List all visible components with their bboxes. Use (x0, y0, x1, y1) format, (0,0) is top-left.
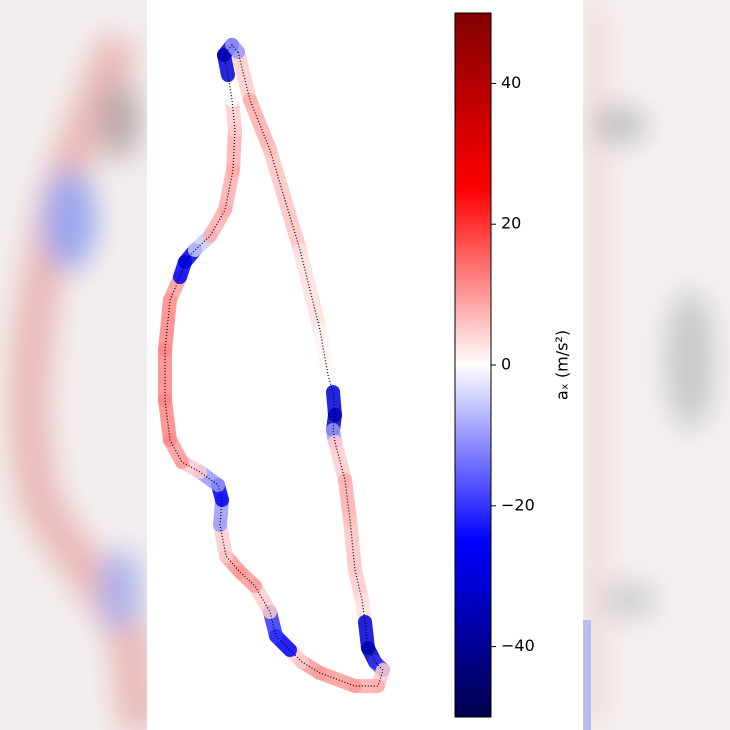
colorbar-tick-label: −20 (501, 495, 535, 514)
colorbar-tick-label: 40 (501, 73, 521, 92)
colorbar-tick-label: 0 (501, 355, 511, 374)
colorbar (454, 12, 492, 718)
colorbar-tick-label: −40 (501, 636, 535, 655)
track-segment (158, 293, 177, 357)
colorbar-tick-label: 20 (501, 214, 521, 233)
track (158, 38, 390, 693)
track-segment (343, 513, 362, 577)
colorbar-label: aₓ (m/s²) (553, 330, 572, 400)
track-segment (225, 38, 245, 59)
track-segment (243, 93, 277, 157)
